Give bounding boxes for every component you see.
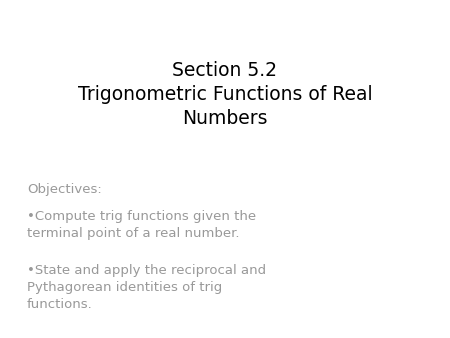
Text: •Compute trig functions given the
terminal point of a real number.: •Compute trig functions given the termin… [27, 210, 256, 240]
Text: •State and apply the reciprocal and
Pythagorean identities of trig
functions.: •State and apply the reciprocal and Pyth… [27, 264, 266, 311]
Text: Objectives:: Objectives: [27, 183, 102, 195]
Text: Section 5.2
Trigonometric Functions of Real
Numbers: Section 5.2 Trigonometric Functions of R… [78, 61, 372, 128]
